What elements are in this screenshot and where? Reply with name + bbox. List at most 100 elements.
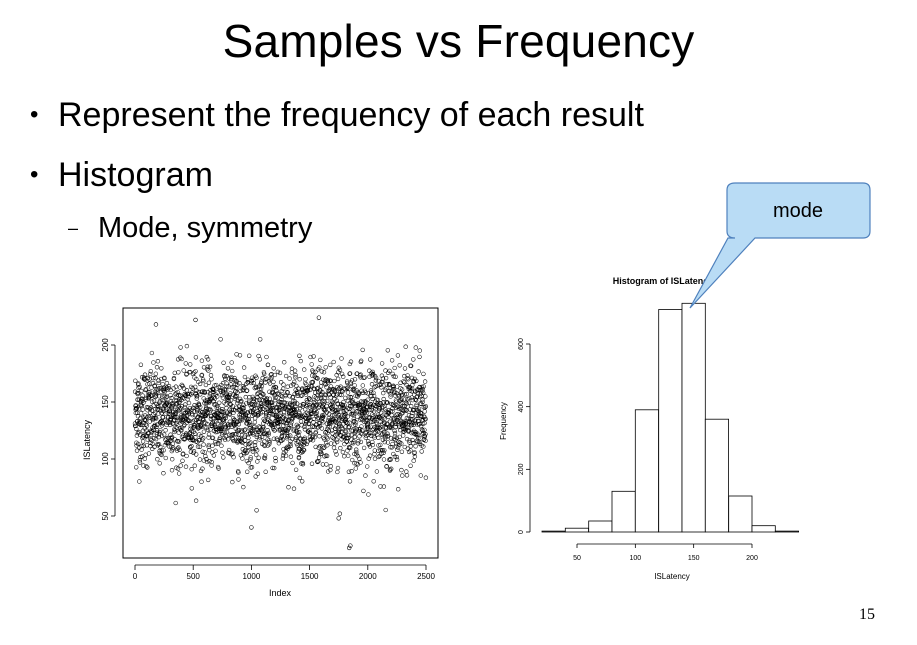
scatter-point (210, 389, 215, 395)
scatter-point (252, 403, 257, 408)
scatter-point (370, 439, 375, 445)
scatter-point (327, 424, 332, 429)
scatter-point (418, 391, 424, 396)
scatter-point (135, 391, 140, 397)
scatter-point (370, 442, 375, 448)
scatter-point (385, 431, 390, 436)
scatter-point (407, 438, 412, 443)
scatter-point (339, 356, 344, 361)
scatter-point (169, 434, 175, 440)
scatter-point (286, 485, 291, 490)
scatter-point (371, 479, 376, 484)
scatter-point (352, 434, 358, 440)
scatter-point (157, 448, 162, 454)
scatter-point (220, 395, 226, 400)
scatter-point (186, 411, 192, 416)
scatter-point (201, 417, 206, 422)
scatter-point (170, 447, 175, 452)
scatter-point (384, 464, 389, 469)
scatter-point (387, 457, 392, 462)
scatter-point (347, 479, 353, 484)
scatter-point (388, 394, 393, 399)
scatter-point (156, 411, 161, 416)
scatter-point (222, 430, 227, 435)
scatter-point (416, 406, 422, 411)
scatter-point (211, 453, 217, 458)
scatter-point (247, 424, 253, 429)
histogram-chart: Histogram of ISLatency 50 100 150 200 0 200 40… (499, 276, 799, 581)
scatter-point (209, 377, 214, 382)
scatter-point (298, 358, 303, 364)
scatter-point (236, 422, 241, 427)
scatter-point (271, 384, 277, 390)
scatter-point (246, 435, 251, 441)
scatter-point (221, 360, 226, 365)
scatter-point (166, 403, 171, 408)
scatter-point (205, 421, 210, 427)
scatter-point (225, 437, 231, 442)
scatter-point (264, 396, 270, 401)
scatter-point (269, 403, 275, 408)
scatter-point (364, 410, 370, 415)
mode-callout-label: mode (772, 200, 824, 222)
scatter-point (368, 430, 373, 436)
scatter-point (198, 468, 204, 474)
scatter-point (388, 392, 393, 397)
scatter-point (376, 378, 381, 384)
scatter-point (224, 381, 229, 386)
scatter-point (201, 436, 206, 441)
scatter-point (219, 409, 224, 414)
scatter-point (145, 408, 150, 413)
scatter-point (162, 376, 167, 381)
scatter-point (339, 425, 344, 430)
scatter-point (246, 400, 252, 405)
scatter-xlabel: Index (269, 588, 292, 598)
scatter-point (181, 411, 187, 416)
scatter-point (347, 361, 352, 367)
scatter-point (192, 463, 197, 468)
scatter-point (324, 403, 329, 409)
scatter-point (420, 397, 425, 402)
scatter-point (242, 451, 247, 457)
scatter-point (280, 453, 286, 458)
scatter-point (394, 457, 400, 462)
scatter-point (297, 475, 302, 481)
scatter-point (203, 382, 209, 388)
scatter-point (399, 397, 404, 402)
scatter-point (231, 455, 236, 460)
scatter-point (278, 410, 283, 415)
scatter-point (156, 442, 162, 447)
scatter-point (162, 417, 168, 423)
scatter-point (229, 432, 235, 438)
scatter-point (211, 387, 216, 393)
scatter-point (222, 437, 228, 442)
scatter-point (419, 427, 425, 432)
scatter-y-tick-label: 100 (101, 452, 110, 466)
scatter-point (358, 372, 363, 377)
scatter-point (307, 427, 312, 433)
scatter-point (308, 418, 313, 423)
scatter-point (230, 432, 236, 437)
scatter-point (236, 477, 241, 482)
scatter-point (401, 379, 406, 384)
scatter-point (379, 361, 385, 366)
scatter-point (294, 401, 300, 406)
scatter-point (376, 443, 381, 448)
scatter-point-outlier (249, 525, 254, 530)
scatter-point (319, 416, 324, 421)
scatter-point (289, 417, 294, 422)
scatter-point (270, 465, 275, 471)
scatter-point (354, 461, 359, 466)
scatter-point (140, 407, 145, 412)
scatter-point (162, 443, 168, 448)
scatter-point (381, 450, 386, 455)
scatter-point (245, 380, 250, 385)
scatter-point (212, 419, 217, 424)
scatter-point (337, 367, 343, 372)
scatter-point (328, 378, 334, 384)
scatter-point (381, 400, 386, 405)
scatter-point (242, 438, 248, 443)
scatter-point (218, 389, 224, 394)
scatter-point (301, 442, 307, 447)
scatter-point (204, 459, 210, 465)
